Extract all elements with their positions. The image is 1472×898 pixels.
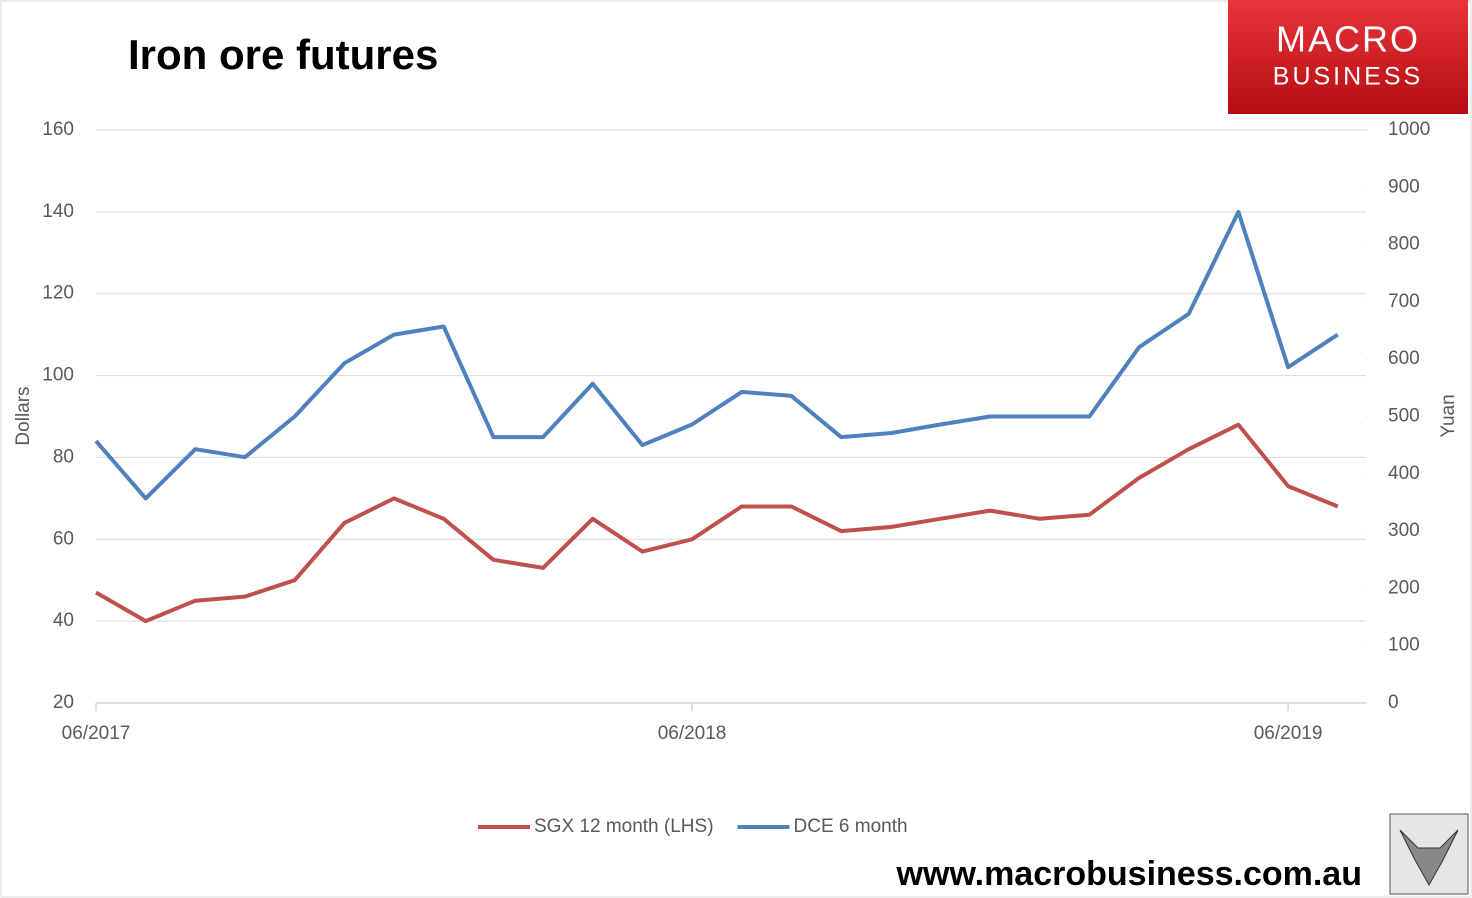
y-tick-label: 160 (42, 119, 74, 140)
x-tick-label: 06/2018 (658, 723, 727, 744)
y2-tick-label: 700 (1388, 291, 1420, 312)
y2-tick-label: 500 (1388, 406, 1420, 427)
y2-tick-label: 300 (1388, 520, 1420, 541)
y2-tick-label: 1000 (1388, 119, 1430, 140)
y2-tick-label: 0 (1388, 692, 1399, 713)
y-tick-label: 120 (42, 283, 74, 304)
logo-text: BUSINESS (1273, 63, 1423, 91)
x-tick-label: 06/2017 (62, 723, 131, 744)
y2-axis-label: Yuan (1438, 394, 1459, 437)
y-tick-label: 20 (53, 692, 74, 713)
y-tick-label: 40 (53, 610, 74, 631)
y-tick-label: 100 (42, 365, 74, 386)
y2-tick-label: 900 (1388, 176, 1420, 197)
y2-tick-label: 600 (1388, 348, 1420, 369)
legend-label: DCE 6 month (794, 816, 908, 837)
website: www.macrobusiness.com.au (896, 855, 1362, 893)
fox-icon (1399, 829, 1459, 887)
y2-tick-label: 100 (1388, 635, 1420, 656)
logo-text: MACRO (1276, 19, 1420, 60)
y2-tick-label: 400 (1388, 463, 1420, 484)
chart-title: Iron ore futures (128, 31, 438, 78)
y2-tick-label: 200 (1388, 577, 1420, 598)
legend-label: SGX 12 month (LHS) (534, 816, 714, 837)
x-tick-label: 06/2019 (1254, 723, 1323, 744)
y-tick-label: 140 (42, 201, 74, 222)
series-line (94, 209, 1339, 501)
y-tick-label: 60 (53, 528, 74, 549)
y2-tick-label: 800 (1388, 234, 1420, 255)
y-tick-label: 80 (53, 446, 74, 467)
y-axis-label: Dollars (13, 386, 34, 445)
logo-box (1228, 0, 1468, 114)
series-line (95, 422, 1339, 624)
